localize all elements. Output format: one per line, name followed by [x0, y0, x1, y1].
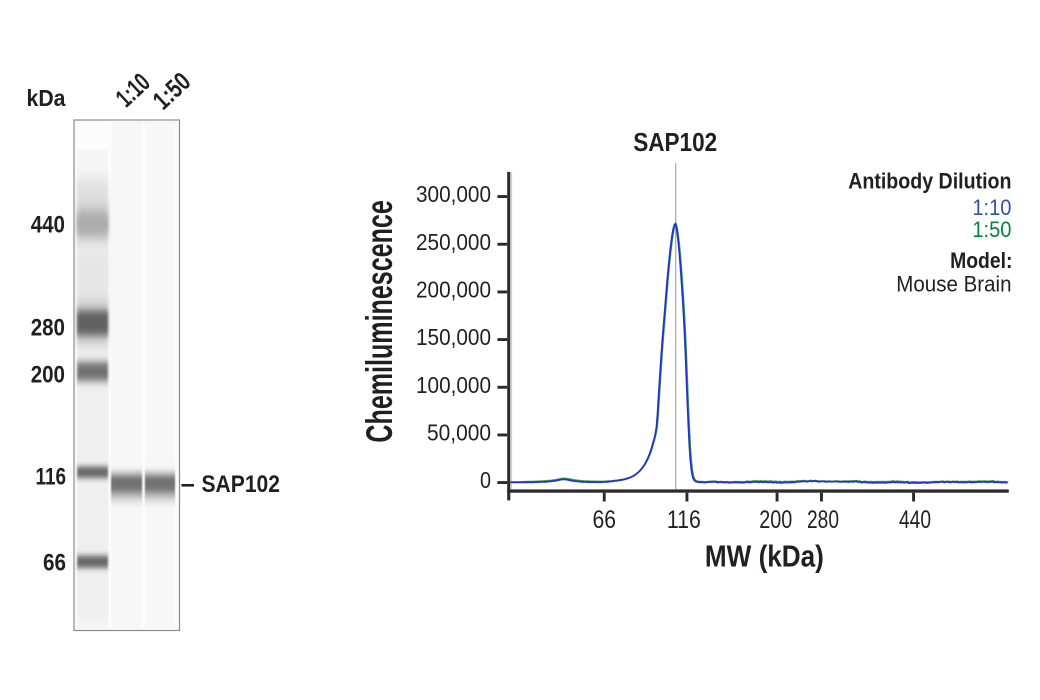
svg-text:300,000: 300,000 — [416, 181, 491, 207]
svg-text:280: 280 — [31, 315, 65, 342]
svg-text:Model:: Model: — [950, 248, 1012, 273]
svg-text:116: 116 — [36, 464, 67, 491]
svg-text:116: 116 — [667, 506, 701, 534]
svg-text:MW (kDa): MW (kDa) — [705, 538, 824, 573]
svg-text:66: 66 — [43, 549, 66, 576]
svg-text:0: 0 — [480, 467, 491, 493]
svg-text:200: 200 — [31, 362, 65, 389]
svg-text:200,000: 200,000 — [416, 276, 491, 302]
svg-text:280: 280 — [807, 506, 839, 534]
svg-text:Mouse Brain: Mouse Brain — [896, 272, 1011, 297]
svg-text:SAP102: SAP102 — [633, 127, 717, 157]
svg-text:50,000: 50,000 — [427, 419, 491, 445]
svg-text:66: 66 — [593, 506, 617, 534]
svg-text:440: 440 — [31, 212, 65, 239]
svg-text:200: 200 — [759, 506, 792, 534]
svg-text:100,000: 100,000 — [416, 372, 491, 398]
svg-text:SAP102: SAP102 — [202, 471, 281, 498]
svg-text:1:10: 1:10 — [972, 195, 1011, 220]
svg-text:440: 440 — [899, 506, 931, 534]
svg-text:250,000: 250,000 — [416, 229, 491, 255]
svg-text:1:50: 1:50 — [972, 217, 1011, 242]
svg-text:Chemiluminescence: Chemiluminescence — [359, 200, 400, 442]
svg-text:kDa: kDa — [27, 85, 67, 111]
svg-text:150,000: 150,000 — [416, 324, 491, 350]
svg-text:Antibody Dilution: Antibody Dilution — [848, 169, 1011, 194]
